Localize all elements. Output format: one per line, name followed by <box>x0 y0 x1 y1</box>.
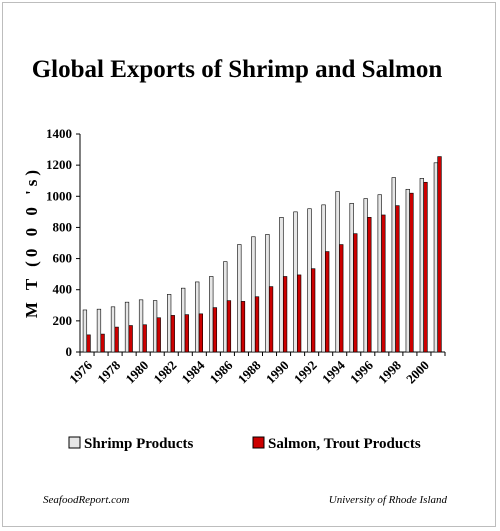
bar-salmon-1984 <box>198 313 204 353</box>
bar-shrimp-1998 <box>391 177 396 353</box>
legend-label-salmon: Salmon, Trout Products <box>268 436 421 452</box>
bar-shrimp-1978 <box>110 306 116 353</box>
bar-shrimp-1984 <box>195 281 200 353</box>
x-tick-label-1986: 1986 <box>207 357 236 386</box>
bar-shrimp-2001 <box>433 162 438 353</box>
bar-shrimp-1991 <box>293 211 298 353</box>
x-tick-label-1996: 1996 <box>347 357 376 386</box>
bar-shrimp-1999 <box>405 188 410 353</box>
bar-salmon-1979 <box>128 325 133 353</box>
x-tick-label-2000: 2000 <box>403 358 432 387</box>
x-tick-label-1980: 1980 <box>122 358 151 387</box>
y-tick-label-1400: 1400 <box>46 126 72 141</box>
bar-shrimp-1994 <box>335 191 340 353</box>
bar-shrimp-1986 <box>223 261 228 353</box>
bar-shrimp-1985 <box>209 276 214 353</box>
x-tick-label-1992: 1992 <box>291 358 320 387</box>
chart-frame <box>2 2 496 527</box>
bar-salmon-1978 <box>114 326 119 353</box>
x-tick-label-1982: 1982 <box>150 358 179 387</box>
x-tick-label-1976: 1976 <box>66 357 95 386</box>
bar-shrimp-1976 <box>82 309 88 353</box>
x-tick-label-1978: 1978 <box>94 357 123 386</box>
y-tick-label-600: 600 <box>53 251 73 266</box>
bar-shrimp-1979 <box>124 301 130 353</box>
y-axis-label: M T (0 0 0 's) <box>22 166 41 318</box>
bar-salmon-1981 <box>156 317 161 353</box>
bar-shrimp-1982 <box>167 294 172 353</box>
x-tick-label-1990: 1990 <box>263 358 292 387</box>
bar-salmon-1987 <box>240 301 246 353</box>
bar-salmon-1997 <box>381 214 386 353</box>
bar-shrimp-1993 <box>321 204 326 353</box>
bar-salmon-1999 <box>409 192 414 353</box>
bar-salmon-1983 <box>184 314 189 353</box>
bar-shrimp-1997 <box>377 194 382 353</box>
bar-shrimp-1977 <box>96 308 102 353</box>
legend: Shrimp Products Salmon, Trout Products <box>68 436 421 452</box>
bar-shrimp-1989 <box>265 234 270 353</box>
bar-shrimp-1988 <box>251 236 256 353</box>
bar-salmon-1990 <box>282 276 288 353</box>
bar-shrimp-1981 <box>152 300 158 353</box>
bar-shrimp-1996 <box>363 198 368 353</box>
bar-shrimp-1992 <box>307 208 312 353</box>
x-tick-label-1984: 1984 <box>178 357 207 386</box>
bar-salmon-1994 <box>339 244 344 353</box>
bar-salmon-1995 <box>353 233 358 353</box>
bar-salmon-1980 <box>142 324 147 353</box>
bar-salmon-1991 <box>297 274 302 353</box>
y-tick-label-200: 200 <box>53 313 73 328</box>
bar-salmon-1982 <box>170 315 175 353</box>
bar-shrimp-1995 <box>349 202 354 353</box>
legend-label-shrimp: Shrimp Products <box>84 436 193 452</box>
x-tick-label-1994: 1994 <box>319 357 348 386</box>
bar-shrimp-1983 <box>181 287 186 353</box>
y-tick-label-1000: 1000 <box>46 188 72 203</box>
y-tick-label-1200: 1200 <box>46 157 72 172</box>
bar-salmon-1988 <box>254 296 260 353</box>
bar-salmon-2001 <box>437 156 442 353</box>
bar-shrimp-1987 <box>237 244 242 353</box>
bar-salmon-1986 <box>226 300 232 353</box>
bar-salmon-1992 <box>311 268 316 353</box>
bar-salmon-1993 <box>325 251 330 353</box>
x-tick-label-1988: 1988 <box>235 357 264 386</box>
bar-salmon-1989 <box>268 286 274 353</box>
bar-shrimp-1980 <box>138 299 144 353</box>
bar-salmon-2000 <box>423 181 428 353</box>
bar-salmon-1996 <box>367 217 372 353</box>
legend-swatch-shrimp <box>68 436 81 449</box>
y-tick-label-0: 0 <box>66 344 73 359</box>
footer-source-right: University of Rhode Island <box>329 494 448 506</box>
y-tick-label-400: 400 <box>53 282 73 297</box>
footer-source-left: SeafoodReport.com <box>43 494 130 506</box>
chart-title: Global Exports of Shrimp and Salmon <box>32 56 443 83</box>
bar-shrimp-1990 <box>279 217 284 353</box>
bar-shrimp-2000 <box>419 178 424 353</box>
legend-swatch-salmon <box>252 436 265 449</box>
y-tick-label-800: 800 <box>53 219 73 234</box>
bar-salmon-1985 <box>212 307 218 353</box>
bar-salmon-1977 <box>100 333 105 353</box>
bar-salmon-1998 <box>395 205 400 353</box>
bar-salmon-1976 <box>86 334 91 353</box>
x-tick-label-1998: 1998 <box>375 357 404 386</box>
